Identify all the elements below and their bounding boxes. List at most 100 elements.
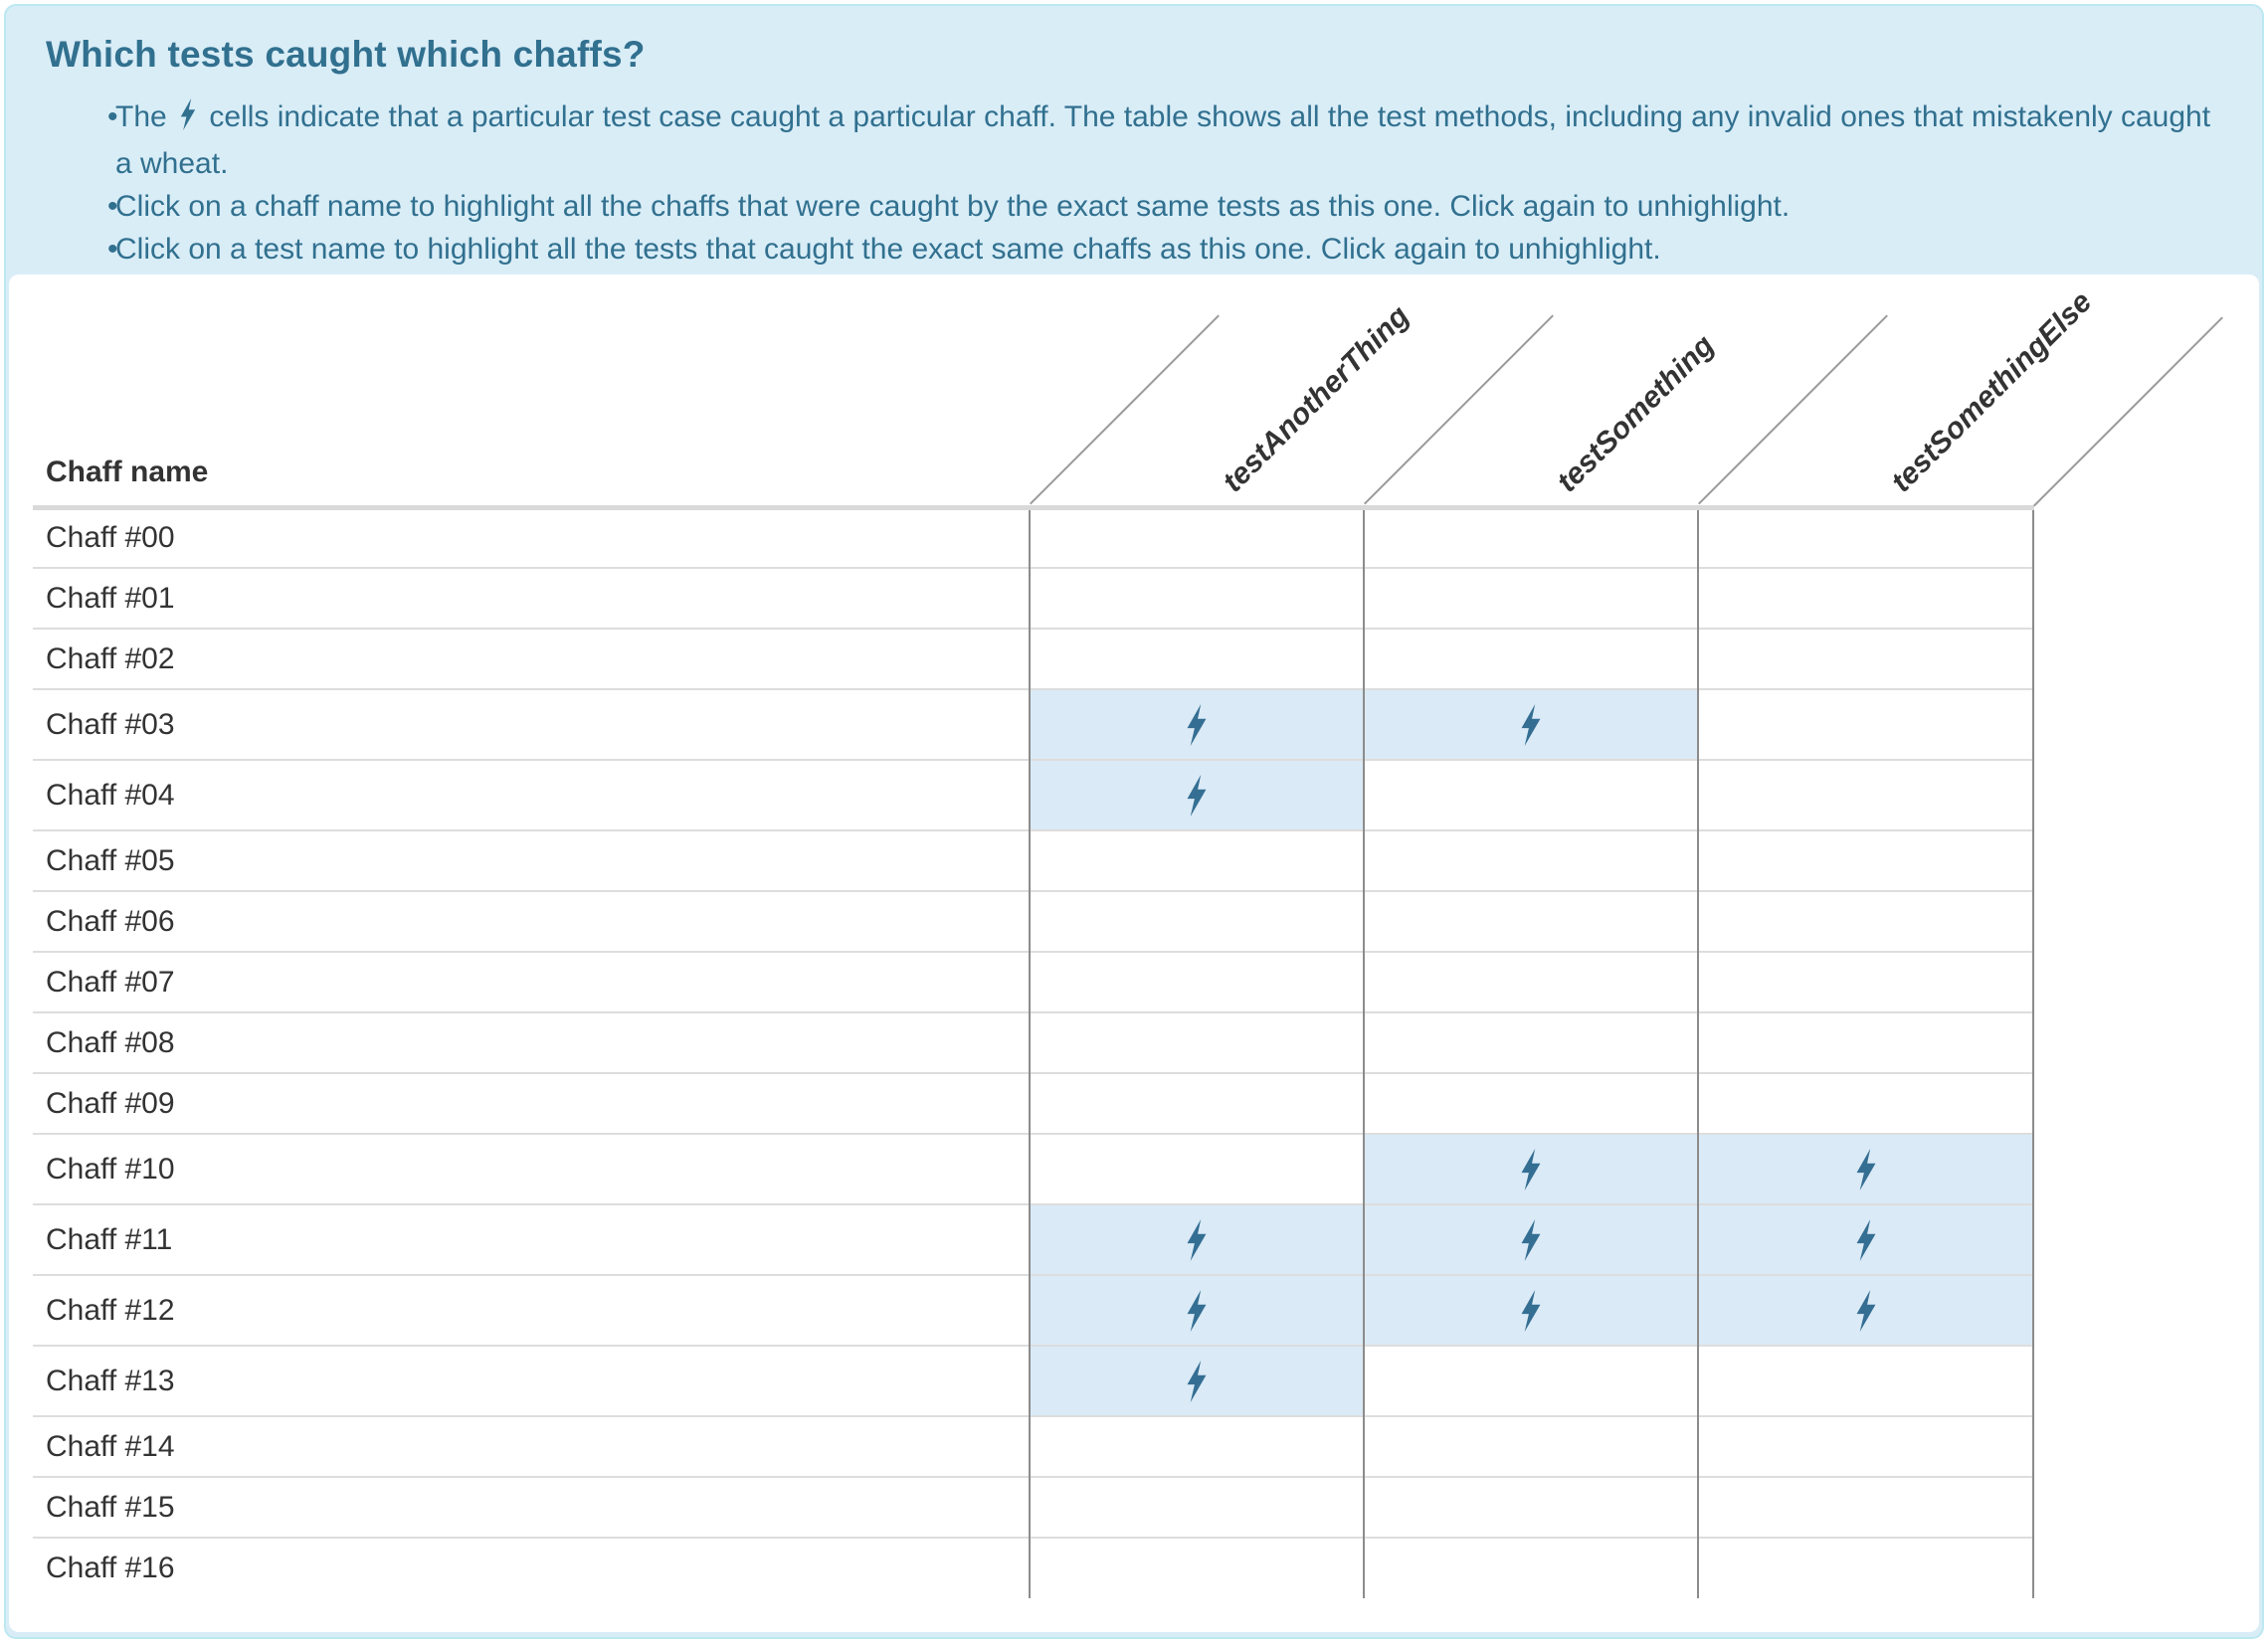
caught-cell bbox=[1696, 1274, 2034, 1346]
empty-cell bbox=[1028, 1072, 1365, 1134]
empty-cell bbox=[1696, 829, 2034, 891]
lightning-bolt-icon bbox=[1187, 1360, 1207, 1402]
chaff-row: Chaff #04 bbox=[33, 759, 2259, 830]
instruction-text-suffix: cells indicate that a particular test ca… bbox=[115, 100, 2211, 180]
chaff-name-cell[interactable]: Chaff #08 bbox=[33, 1011, 1030, 1073]
empty-cell bbox=[1363, 759, 1698, 830]
table-panel: Chaff name testAnotherThing testSomething… bbox=[9, 274, 2259, 1632]
caught-cell bbox=[1696, 1133, 2034, 1204]
page-title: Which tests caught which chaffs? bbox=[46, 34, 646, 75]
row-spacer-cell bbox=[2032, 1204, 2259, 1275]
row-spacer-cell bbox=[2032, 1073, 2259, 1134]
row-spacer-cell bbox=[2032, 507, 2259, 568]
empty-cell bbox=[1028, 1133, 1365, 1204]
row-spacer-cell bbox=[2032, 1346, 2259, 1416]
empty-cell bbox=[1028, 1476, 1365, 1538]
chaff-name-cell[interactable]: Chaff #00 bbox=[33, 506, 1030, 568]
empty-cell bbox=[1028, 951, 1365, 1012]
lightning-bolt-icon bbox=[1521, 1289, 1541, 1332]
empty-cell bbox=[1696, 951, 2034, 1012]
chaff-name-cell[interactable]: Chaff #06 bbox=[33, 890, 1030, 952]
row-spacer-cell bbox=[2032, 760, 2259, 830]
row-spacer-cell bbox=[2032, 1416, 2259, 1477]
empty-cell bbox=[1363, 1415, 1698, 1477]
chaff-row: Chaff #01 bbox=[33, 567, 2259, 629]
chaff-test-matrix: Chaff name testAnotherThing testSomething… bbox=[33, 274, 2259, 1598]
empty-cell bbox=[1028, 1537, 1365, 1598]
empty-cell bbox=[1363, 628, 1698, 689]
test-column-header-testSomethingElse: testSomethingElse bbox=[1697, 274, 2098, 510]
test-name-label[interactable]: testSomething bbox=[1551, 328, 1721, 498]
lightning-bolt-icon bbox=[1521, 1148, 1541, 1190]
chaff-name-cell[interactable]: Chaff #10 bbox=[33, 1133, 1030, 1204]
chaff-name-cell[interactable]: Chaff #12 bbox=[33, 1274, 1030, 1346]
empty-cell bbox=[1028, 829, 1365, 891]
test-column-header-testAnotherThing: testAnotherThing bbox=[1029, 274, 1416, 510]
caught-cell bbox=[1363, 1203, 1698, 1275]
empty-cell bbox=[1363, 1072, 1698, 1134]
chaff-row: Chaff #02 bbox=[33, 628, 2259, 689]
chaff-name-cell[interactable]: Chaff #03 bbox=[33, 688, 1030, 760]
lightning-bolt-icon bbox=[1187, 703, 1207, 746]
lightning-bolt-icon bbox=[1856, 1218, 1875, 1261]
chaff-name-cell[interactable]: Chaff #16 bbox=[33, 1537, 1030, 1598]
lightning-bolt-icon bbox=[1856, 1148, 1875, 1190]
bullet-marker: • bbox=[107, 190, 118, 223]
caught-cell bbox=[1363, 1133, 1698, 1204]
empty-cell bbox=[1363, 890, 1698, 952]
chaff-row: Chaff #11 bbox=[33, 1203, 2259, 1275]
instruction-text: Click on a chaff name to highlight all t… bbox=[115, 190, 1791, 223]
empty-cell bbox=[1028, 506, 1365, 568]
chaff-name-cell[interactable]: Chaff #11 bbox=[33, 1203, 1030, 1275]
empty-cell bbox=[1696, 628, 2034, 689]
instruction-bolt-legend: • The cells indicate that a particular t… bbox=[46, 95, 2222, 185]
chaff-name-cell[interactable]: Chaff #02 bbox=[33, 628, 1030, 689]
row-spacer-cell bbox=[2032, 629, 2259, 689]
instruction-chaff-click: • Click on a chaff name to highlight all… bbox=[46, 185, 2222, 228]
empty-cell bbox=[1696, 1345, 2034, 1416]
chaff-name-cell[interactable]: Chaff #07 bbox=[33, 951, 1030, 1012]
chaff-name-column-header: Chaff name bbox=[33, 274, 1030, 510]
header-spacer bbox=[2033, 274, 2259, 507]
chaff-name-cell[interactable]: Chaff #14 bbox=[33, 1415, 1030, 1477]
lightning-bolt-icon bbox=[1187, 1218, 1207, 1261]
chaff-row: Chaff #08 bbox=[33, 1011, 2259, 1073]
chaff-row: Chaff #10 bbox=[33, 1133, 2259, 1204]
caught-cell bbox=[1363, 1274, 1698, 1346]
empty-cell bbox=[1696, 1476, 2034, 1538]
header-row: Chaff name testAnotherThing testSomething… bbox=[33, 274, 2259, 510]
row-spacer-cell bbox=[2032, 891, 2259, 952]
chaff-name-cell[interactable]: Chaff #13 bbox=[33, 1345, 1030, 1416]
empty-cell bbox=[1696, 1537, 2034, 1598]
chaff-name-cell[interactable]: Chaff #04 bbox=[33, 759, 1030, 830]
empty-cell bbox=[1696, 1011, 2034, 1073]
chaff-name-cell[interactable]: Chaff #05 bbox=[33, 829, 1030, 891]
test-column-header-testSomething: testSomething bbox=[1364, 274, 1721, 510]
chaff-row: Chaff #15 bbox=[33, 1476, 2259, 1538]
empty-cell bbox=[1363, 567, 1698, 629]
empty-cell bbox=[1363, 1345, 1698, 1416]
row-spacer-cell bbox=[2032, 689, 2259, 760]
caught-cell bbox=[1696, 1203, 2034, 1275]
bullet-marker: • bbox=[107, 100, 118, 133]
chaff-name-cell[interactable]: Chaff #15 bbox=[33, 1476, 1030, 1538]
empty-cell bbox=[1028, 1011, 1365, 1073]
row-spacer-cell bbox=[2032, 1012, 2259, 1073]
info-panel-content: Which tests caught which chaffs? • The c… bbox=[6, 6, 2262, 271]
empty-cell bbox=[1363, 506, 1698, 568]
chaff-name-cell[interactable]: Chaff #09 bbox=[33, 1072, 1030, 1134]
chaff-row: Chaff #03 bbox=[33, 688, 2259, 760]
row-spacer-cell bbox=[2032, 952, 2259, 1012]
diagonal-separator-line bbox=[2033, 316, 2224, 507]
chaff-name-cell[interactable]: Chaff #01 bbox=[33, 567, 1030, 629]
row-spacer-cell bbox=[2032, 568, 2259, 629]
caught-cell bbox=[1363, 688, 1698, 760]
caught-cell bbox=[1028, 759, 1365, 830]
instruction-text: Click on a test name to highlight all th… bbox=[115, 233, 1661, 266]
instruction-test-click: • Click on a test name to highlight all … bbox=[46, 228, 2222, 271]
row-spacer-cell bbox=[2032, 830, 2259, 891]
empty-cell bbox=[1696, 688, 2034, 760]
chaff-row: Chaff #06 bbox=[33, 890, 2259, 952]
empty-cell bbox=[1363, 1537, 1698, 1598]
caught-cell bbox=[1028, 1345, 1365, 1416]
